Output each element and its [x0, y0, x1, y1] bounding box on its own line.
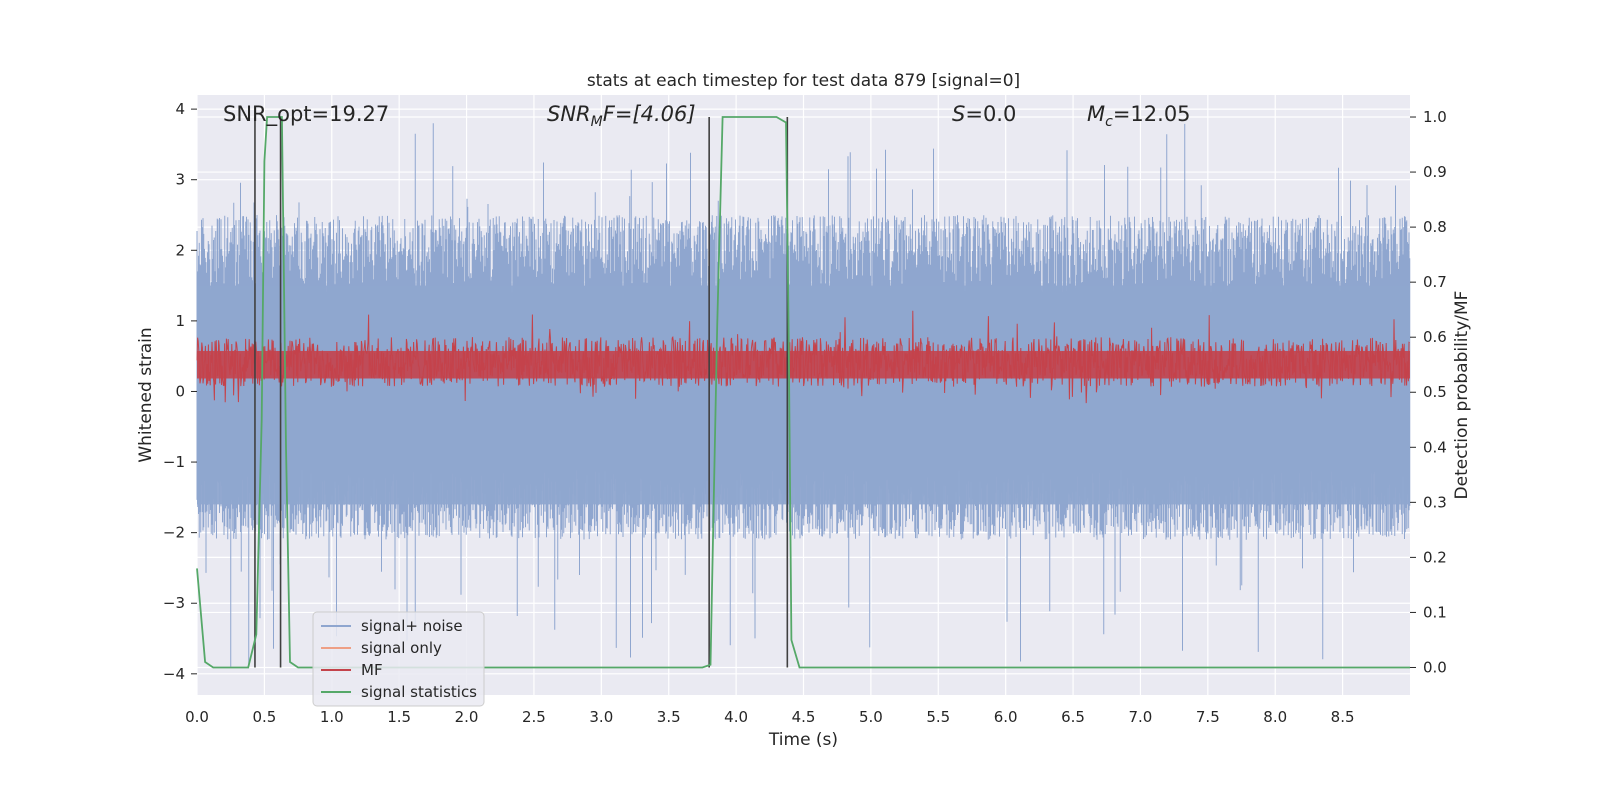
y-right-tick-label: 0.1: [1423, 603, 1447, 621]
x-tick-labels: 0.0 0.5 1.0 1.5 2.0 2.5 3.0 3.5 4.0 4.5 5.0 5.5 6.0 6…: [185, 708, 1354, 726]
x-tick-label: 2.5: [522, 708, 546, 726]
y-right-tick-label: 0.7: [1423, 273, 1447, 291]
x-tick-label: 4.5: [792, 708, 816, 726]
legend-label: signal only: [361, 639, 442, 657]
annotation-mc: Mc=12.05: [1087, 102, 1191, 130]
s-value: =0.0: [965, 102, 1016, 126]
x-tick-label: 8.5: [1331, 708, 1355, 726]
x-tick-label: 7.5: [1196, 708, 1220, 726]
x-axis-label: Time (s): [768, 730, 838, 750]
y-right-tick-label: 0.5: [1423, 383, 1447, 401]
x-tick-label: 1.5: [387, 708, 411, 726]
y-right-tick-label: 0.3: [1423, 493, 1447, 511]
y-right-tick-label: 0.8: [1423, 218, 1447, 236]
signal-noise-series: [196, 123, 1411, 667]
mc-subscript: c: [1105, 114, 1113, 130]
mc-symbol: M: [1087, 102, 1105, 126]
mf-core: [197, 350, 1410, 379]
x-tick-label: 5.0: [859, 708, 883, 726]
y-tick-label: 0: [175, 382, 185, 400]
x-tick-label: 2.0: [455, 708, 479, 726]
x-tick-label: 0.5: [252, 708, 276, 726]
y-tick-label: 1: [175, 312, 185, 330]
y-tick-labels: 4 3 2 1 0 −1 −2 −3 −4: [163, 100, 197, 683]
y-tick-label: 3: [175, 171, 185, 189]
y-tick-label: 2: [175, 241, 185, 259]
signal-noise-core: [197, 285, 1410, 505]
snr-mf-value: F=[4.06]: [603, 102, 696, 126]
s-symbol: S: [952, 102, 965, 126]
mf-series: [196, 310, 1410, 404]
y-right-tick-label: 0.4: [1423, 438, 1447, 456]
signal-statistics-series: [196, 116, 1410, 669]
x-tick-label: 7.0: [1129, 708, 1153, 726]
snr-mf-subscript: M: [591, 114, 603, 130]
y-right-tick-labels: 1.0 0.9 0.8 0.7 0.6 0.5 0.4 0.3 0.2 0.1 0.0: [1410, 108, 1447, 676]
y-tick-label: 4: [175, 100, 185, 118]
legend: signal+ noise signal only MF signal statist…: [312, 611, 485, 707]
legend-box: [312, 611, 485, 707]
x-tick-label: 8.0: [1263, 708, 1287, 726]
signal-statistics-line: [196, 116, 1410, 669]
y-right-tick-label: 0.6: [1423, 328, 1447, 346]
x-tick-label: 1.0: [320, 708, 344, 726]
snr-mf-symbol: SNR: [547, 102, 591, 126]
annotation-snr-opt: SNR_opt=19.27: [223, 102, 389, 127]
annotation-s: S=0.0: [952, 102, 1016, 126]
annotation-snr-mf: SNRMF=[4.06]: [547, 102, 696, 130]
y-tick-label: −2: [163, 524, 185, 542]
x-tick-label: 4.0: [724, 708, 748, 726]
y-right-tick-label: 1.0: [1423, 108, 1447, 126]
y-axis-label: Whitened strain: [136, 327, 156, 462]
y-right-tick-label: 0.9: [1423, 163, 1447, 181]
x-tick-label: 0.0: [185, 708, 209, 726]
y-right-tick-label: 0.0: [1423, 658, 1447, 676]
y-tick-label: −3: [163, 594, 185, 612]
x-tick-label: 6.0: [994, 708, 1018, 726]
x-tick-label: 3.0: [589, 708, 613, 726]
legend-label: signal statistics: [361, 683, 477, 701]
mc-value: =12.05: [1113, 102, 1191, 126]
y-tick-label: −1: [163, 453, 185, 471]
x-tick-label: 5.5: [926, 708, 950, 726]
y-tick-label: −4: [163, 665, 185, 683]
y-right-axis-label: Detection probability/MF: [1452, 291, 1472, 500]
legend-label: MF: [361, 661, 383, 679]
x-tick-label: 6.5: [1061, 708, 1085, 726]
y-right-tick-label: 0.2: [1423, 548, 1447, 566]
legend-label: signal+ noise: [361, 617, 463, 635]
x-tick-label: 3.5: [657, 708, 681, 726]
chart-title: stats at each timestep for test data 879…: [587, 71, 1020, 91]
